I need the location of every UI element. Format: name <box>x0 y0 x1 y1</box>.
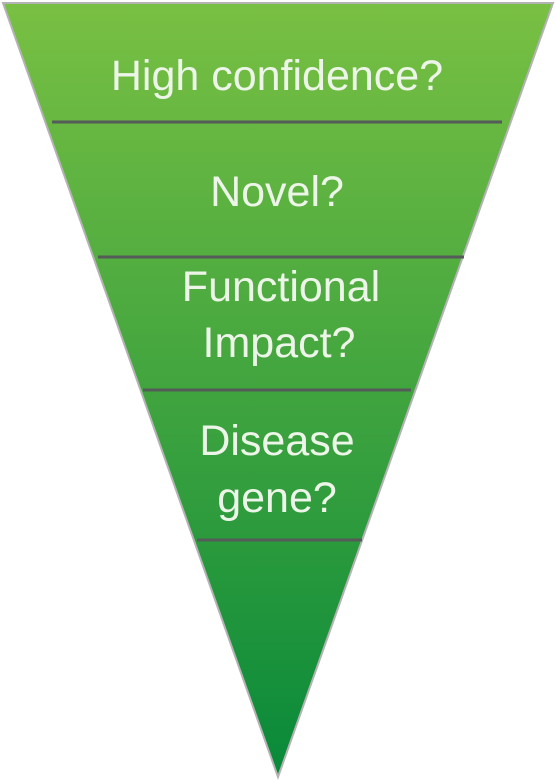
stage-label-gene: gene? <box>217 474 337 522</box>
stage-label-functional: Functional <box>182 263 380 311</box>
stage-label-novel: Novel? <box>210 168 344 216</box>
stage-label-disease: Disease <box>199 417 354 465</box>
stage-label-high-confidence: High confidence? <box>111 52 443 100</box>
stage-label-impact: Impact? <box>203 319 356 367</box>
